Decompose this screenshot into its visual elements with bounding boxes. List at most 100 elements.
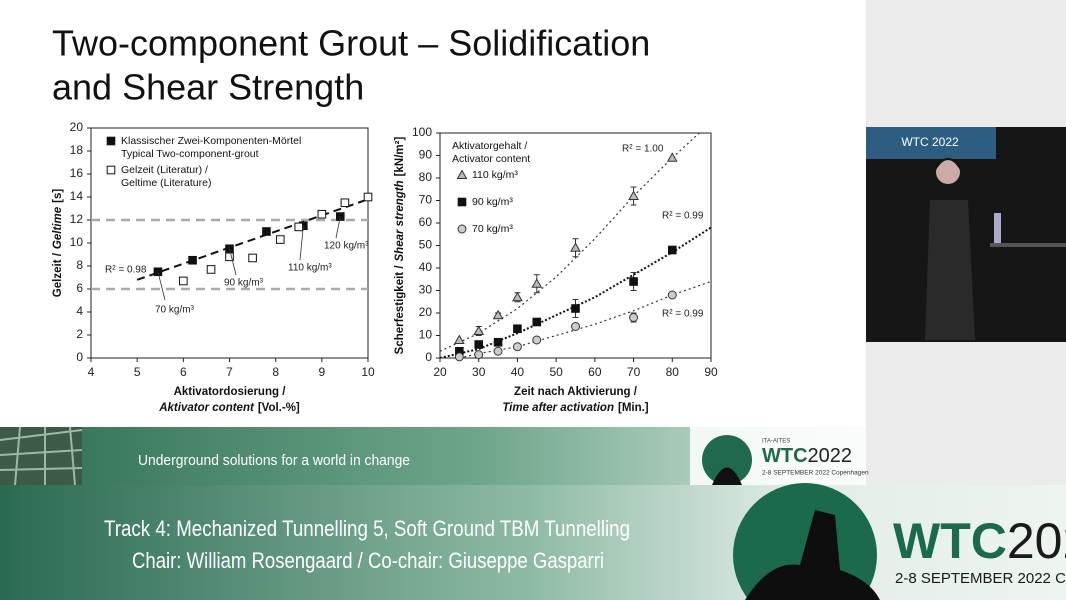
- point: [667, 290, 677, 300]
- legend-marker: [456, 169, 468, 179]
- axis-label-part: Geltime: [52, 206, 64, 249]
- y-tick-label: 10: [70, 235, 84, 249]
- point: [532, 317, 542, 327]
- point: [571, 304, 580, 313]
- x-tick-label: 60: [588, 365, 602, 379]
- trend-line: [136, 198, 369, 281]
- point: [570, 242, 581, 252]
- x-tick-label: 6: [180, 365, 187, 379]
- logo-year: 2022: [808, 445, 853, 467]
- footer-logo-dates: 2-8 SEPTEMBER 2022 Copenhagen: [895, 570, 1066, 587]
- footer-bg: [0, 485, 1066, 600]
- legend-marker: [457, 197, 467, 207]
- point: [666, 152, 678, 162]
- leader-line: [299, 225, 304, 261]
- point: [474, 340, 484, 349]
- y-tick-label: 2: [76, 327, 83, 341]
- axis-label-part: [s]: [52, 189, 64, 203]
- point: [454, 334, 465, 344]
- x-axis-label: Zeit nach Aktivierung /: [514, 386, 638, 398]
- fit-label: R² = 1.00: [622, 144, 664, 155]
- annotation: R² = 0.98: [105, 265, 147, 276]
- legend-title: Aktivatorgehalt /: [452, 140, 527, 152]
- annotation: 120 kg/m³: [324, 241, 369, 252]
- tagline: Underground solutions for a world in cha…: [138, 452, 410, 469]
- y-tick-label: 60: [419, 215, 433, 229]
- axis-label: Scherfestigkeit / Shear strength [kN/m²]: [394, 137, 406, 355]
- point: [294, 222, 304, 232]
- y-tick-label: 8: [76, 258, 83, 272]
- chart: 4 5 6 7 8 9 10 0 2 4 6 8 10 12 14 16 18 20 Aktivatordosier…: [70, 120, 375, 398]
- slide-title: Two-component Grout – Solidification: [52, 23, 650, 64]
- point: [275, 235, 285, 244]
- y-tick-label: 0: [425, 350, 432, 364]
- y-tick-label: 16: [70, 166, 84, 180]
- annotation: 70 kg/m³: [155, 305, 195, 316]
- point: [473, 325, 485, 335]
- point: [493, 337, 503, 347]
- point: [248, 253, 257, 263]
- x-tick-label: 5: [134, 365, 141, 379]
- point: [629, 313, 639, 322]
- y-tick-label: 50: [419, 238, 433, 252]
- point: [317, 209, 327, 219]
- point: [454, 352, 464, 362]
- fit-label: R² = 0.99: [662, 211, 704, 222]
- speaker-body: [925, 200, 975, 340]
- point: [512, 291, 523, 302]
- leader-line: [229, 248, 237, 276]
- y-tick-label: 20: [419, 305, 433, 319]
- legend-label: Typical Two-component-grout: [121, 148, 259, 160]
- logo-wtc: WTC: [762, 445, 808, 467]
- axis-label: Gelzeit / Geltime [s]: [52, 189, 64, 298]
- x-tick-label: 40: [511, 365, 525, 379]
- leader-line: [335, 216, 341, 239]
- legend-label: Gelzeit (Literatur) /: [121, 164, 208, 176]
- y-tick-label: 10: [419, 328, 433, 342]
- point: [188, 255, 197, 265]
- y-tick-label: 80: [419, 170, 433, 184]
- point: [363, 192, 373, 202]
- lectern: [990, 243, 1066, 247]
- charts: 4 5 6 7 8 9 1002468101214161820Aktivatordosier…: [52, 120, 718, 414]
- footer: Track 4: Mechanized Tunnelling 5, Soft G…: [0, 483, 1066, 600]
- y-tick-label: 90: [419, 148, 433, 162]
- axis-label-part: [Vol.-%]: [258, 402, 300, 414]
- logo-org: ITA-AITES: [762, 439, 790, 445]
- axis-label-part: Time after activation: [502, 402, 614, 414]
- point: [340, 198, 350, 208]
- legend-label: 70 kg/m³: [472, 223, 513, 235]
- y-tick-label: 14: [70, 189, 84, 203]
- y-tick-label: 12: [70, 212, 84, 226]
- x-tick-label: 7: [226, 365, 233, 379]
- footer-logo-wtc: WTC: [893, 513, 1007, 569]
- annotation: 90 kg/m³: [224, 278, 264, 289]
- y-tick-label: 70: [419, 193, 433, 207]
- speaker-video: WTC 2022: [866, 127, 1066, 342]
- slide-title: and Shear Strength: [52, 67, 364, 108]
- x-tick-label: 9: [318, 365, 325, 379]
- axis-label: Time after activation [Min.]: [502, 402, 648, 414]
- point: [667, 245, 677, 255]
- x-tick-label: 4: [88, 365, 95, 379]
- x-tick-label: 70: [627, 365, 641, 379]
- legend-label: 90 kg/m³: [472, 196, 513, 208]
- point: [262, 227, 271, 236]
- logo-mark: [702, 435, 752, 485]
- y-tick-label: 20: [70, 120, 84, 134]
- fit-label: R² = 0.99: [662, 309, 704, 320]
- point: [512, 342, 522, 352]
- video-screen-text: WTC 2022: [901, 135, 959, 149]
- axis-label-part: Gelzeit /: [52, 252, 64, 297]
- point: [571, 322, 580, 331]
- x-tick-label: 50: [549, 365, 563, 379]
- axis-label-part: Aktivator content: [158, 402, 255, 414]
- logo-name: WTC2022: [762, 445, 852, 467]
- point: [628, 190, 639, 200]
- axis-label-part: [kN/m²]: [394, 137, 406, 177]
- x-axis-label: Aktivatordosierung /: [174, 386, 287, 398]
- track-line: Track 4: Mechanized Tunnelling 5, Soft G…: [104, 516, 630, 541]
- x-tick-label: 30: [472, 365, 486, 379]
